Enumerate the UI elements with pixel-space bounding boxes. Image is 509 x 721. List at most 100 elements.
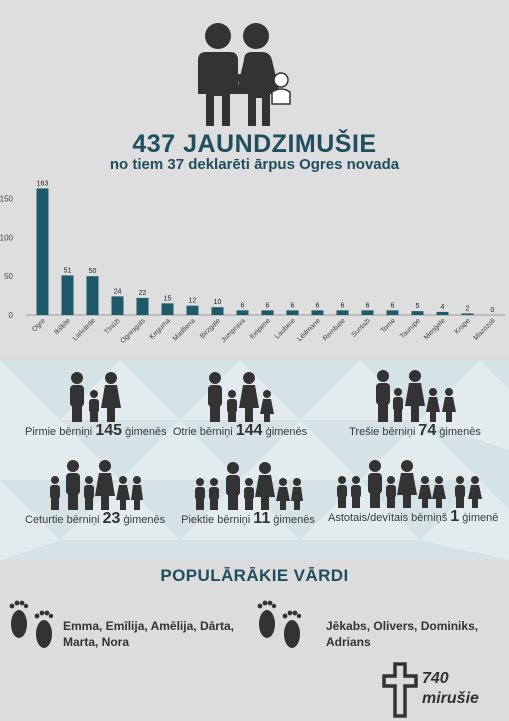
family-four-children-icon [50, 460, 143, 510]
bar [136, 297, 149, 315]
x-tick-label: Laubere [274, 317, 297, 340]
x-tick-label: Tome [380, 317, 397, 334]
data-label: 12 [189, 298, 197, 305]
family-label-suffix: ģimenē [462, 512, 499, 524]
girls-names-line2: Marta, Nora [63, 635, 130, 649]
x-tick-label: Tīnūži [103, 317, 122, 336]
x-tick-label: Ķeguma [149, 317, 172, 340]
bar [411, 311, 424, 315]
family-eighth-ninth-children: Astotais/devītais bērniņš 1 ģimenē [328, 460, 498, 526]
page-title: 437 JAUNDZIMUŠIE [132, 130, 377, 158]
x-tick-label: Lielvārde [72, 317, 97, 342]
bar [186, 305, 199, 315]
data-label: 24 [114, 288, 122, 295]
bar [36, 188, 49, 315]
bar [161, 303, 174, 315]
data-label: 6 [316, 302, 320, 309]
bar [261, 310, 274, 315]
bar [386, 310, 399, 315]
family-count: 145 [95, 422, 123, 439]
y-tick-label: 50 [4, 272, 13, 281]
triangle-pattern-background [0, 360, 509, 560]
bar [436, 311, 449, 315]
boys-names-line2: Adrians [326, 635, 371, 649]
bar [461, 313, 474, 315]
data-label: 10 [214, 299, 222, 306]
family-many-children-icon [336, 460, 482, 508]
family-two-children-icon [208, 372, 274, 422]
deaths-label: mirušie [422, 690, 479, 707]
bar [86, 276, 99, 315]
family-count: 11 [253, 510, 271, 527]
data-label: 6 [291, 302, 295, 309]
family-fifth-children: Piektie bērniņi 11 ģimenēs [178, 462, 318, 528]
data-label: 22 [139, 290, 147, 297]
family-fourth-children: Ceturtie bērniņi 23 ģimenēs [25, 460, 165, 528]
x-tick-label: Taurupe [399, 317, 422, 340]
bar [211, 307, 224, 315]
x-tick-label: Jumprava [220, 317, 247, 344]
x-tick-label: Birzgale [199, 317, 222, 340]
y-tick-label: 100 [0, 233, 14, 242]
family-label-suffix: ģimenēs [123, 514, 166, 526]
boys-names: Jēkabs, Olivers, Dominiks, Adrians [326, 618, 478, 650]
family-count: 144 [235, 422, 263, 439]
family-count: 23 [102, 510, 121, 527]
family-second-children: Otrie bērniņi 144 ģimenēs [170, 370, 310, 440]
data-label: 4 [441, 304, 445, 311]
deaths-count: 740 [422, 670, 449, 687]
family-count: 1 [450, 508, 460, 525]
family-count: 74 [418, 422, 437, 439]
data-label: 5 [416, 303, 420, 310]
family-three-children-icon [376, 370, 456, 422]
cross-icon [382, 662, 418, 718]
newborns-by-parish-chart: 050100150163Ogre51Ikšķile50Lielvārde24Tī… [0, 180, 505, 345]
x-tick-label: Ogresgals [119, 317, 147, 345]
family-label-suffix: ģimenēs [265, 426, 308, 438]
family-label-prefix: Ceturtie bērniņi [25, 514, 100, 526]
x-tick-label: Rembate [322, 317, 347, 342]
baby-feet-boys-icon [257, 600, 302, 648]
family-label-prefix: Pirmie bērniņi [25, 426, 93, 438]
deaths-stat: 740 mirušie [422, 669, 479, 709]
boys-names-line1: Jēkabs, Olivers, Dominiks, [326, 619, 479, 633]
bar [361, 310, 374, 315]
data-label: 6 [241, 302, 245, 309]
data-label: 6 [366, 302, 370, 309]
data-label: 163 [37, 180, 49, 187]
family-third-children: Trešie bērniņi 74 ģimenēs [340, 368, 490, 440]
girls-names-line1: Emma, Emīlija, Amēlija, Dārta, [63, 619, 234, 633]
bar [336, 310, 349, 315]
data-label: 0 [491, 307, 495, 314]
x-tick-label: Ķeipene [249, 317, 272, 340]
data-label: 51 [64, 267, 72, 274]
girls-names: Emma, Emīlija, Amēlija, Dārta, Marta, No… [63, 618, 234, 650]
bar [286, 310, 299, 315]
data-label: 6 [391, 302, 395, 309]
y-tick-label: 0 [9, 311, 14, 320]
x-tick-label: Krape [454, 317, 472, 335]
data-label: 6 [341, 302, 345, 309]
family-label-suffix: ģimenēs [273, 514, 315, 526]
family-five-children-icon [195, 462, 303, 510]
popular-names-title: POPULĀRĀKIE VĀRDI [160, 566, 349, 585]
x-tick-label: Meņģele [422, 317, 447, 342]
family-label-suffix: ģimenēs [439, 426, 481, 438]
data-label: 15 [164, 295, 172, 302]
x-tick-label: Mazozoli [472, 317, 497, 342]
baby-feet-girls-icon [9, 600, 54, 648]
bar [111, 296, 124, 315]
bar [311, 310, 324, 315]
family-label-prefix: Trešie bērniņi [349, 426, 416, 438]
data-label: 50 [89, 268, 97, 275]
family-label-suffix: ģimenēs [125, 426, 167, 438]
bar [61, 275, 74, 315]
x-tick-label: Madliena [172, 317, 197, 342]
family-first-children: Pirmie bērniņi 145 ģimenēs [25, 370, 167, 440]
x-tick-label: Ikšķile [53, 317, 72, 336]
parents-with-baby-icon [198, 23, 291, 126]
x-tick-label: Lēdmane [296, 317, 322, 343]
family-label-prefix: Otrie bērniņi [172, 426, 233, 438]
family-one-child-icon [70, 372, 121, 422]
y-tick-label: 150 [0, 195, 14, 204]
